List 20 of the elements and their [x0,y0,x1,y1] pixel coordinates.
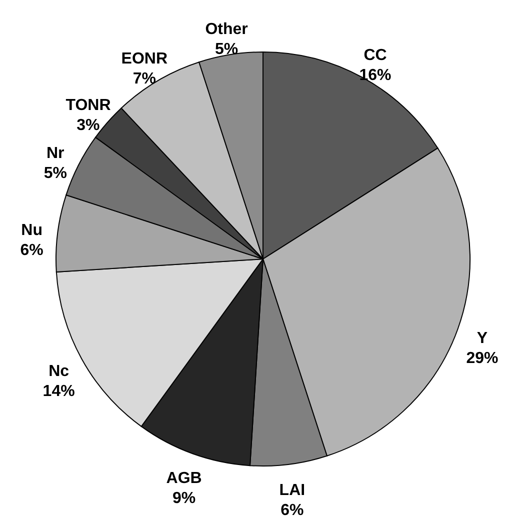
slice-label: Nc [48,363,70,380]
slice-label: Y [476,330,488,347]
slice-label: EONR [121,50,168,68]
slice-label: AGB [166,470,202,488]
data-label: 16% [359,66,392,84]
slice-label: Nr [46,145,64,162]
slice-label: TONR [66,96,112,114]
data-label: 29% [466,350,498,367]
data-label: 7% [132,70,156,88]
data-label: 5% [214,40,238,58]
data-label: 9% [172,490,196,508]
slice-label: CC [364,46,388,64]
slice-label: Nu [21,222,42,239]
data-label: 14% [42,383,75,400]
data-label: 5% [44,165,67,182]
data-label: 6% [280,502,304,520]
slice-label: LAI [279,482,306,500]
data-label: 3% [76,116,100,134]
slice-label: Other [205,20,248,38]
data-label: 6% [20,242,44,259]
